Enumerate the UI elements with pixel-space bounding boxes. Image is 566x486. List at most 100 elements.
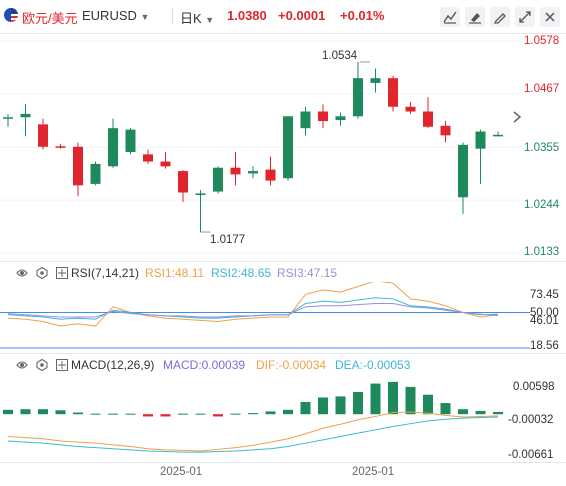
macd-bar xyxy=(458,409,468,415)
last-price: 1.0380 xyxy=(227,8,267,23)
candle-body xyxy=(370,78,381,83)
candle-body xyxy=(20,113,31,118)
dea-value: DEA:-0.00053 xyxy=(335,358,411,372)
macd-bar xyxy=(300,401,311,415)
pen-button[interactable] xyxy=(490,7,510,27)
macd-bar xyxy=(230,413,241,415)
price-change: +0.0001 xyxy=(278,8,326,23)
macd-bar xyxy=(73,412,83,415)
price-tick: 1.0578 xyxy=(524,35,560,47)
macd-bar xyxy=(388,381,398,415)
candle-body xyxy=(300,111,311,129)
macd-bar xyxy=(440,403,451,415)
macd-bar xyxy=(178,413,188,415)
candle-body xyxy=(458,144,468,198)
rsi2-value: RSI2:48.65 xyxy=(211,266,272,280)
macd-bar xyxy=(353,391,363,415)
candle-body xyxy=(405,106,416,112)
macd-bar xyxy=(283,409,293,415)
rsi-chart[interactable] xyxy=(0,282,566,352)
scroll-right-icon[interactable] xyxy=(510,110,524,124)
symbol-selector[interactable]: EURUSD ▼ xyxy=(82,8,149,23)
macd-bar xyxy=(125,413,136,415)
candle-body xyxy=(3,117,13,119)
rsi1-value: RSI1:48.11 xyxy=(145,266,205,280)
indicator-icon[interactable] xyxy=(56,359,68,371)
pair-name: 欧元/美元 xyxy=(22,11,78,26)
x-tick: 2025-01 xyxy=(160,466,203,478)
macd-bar xyxy=(248,413,258,415)
candle-body xyxy=(318,111,328,122)
eurusd-flag-icon xyxy=(4,8,18,22)
rsi-series-line xyxy=(7,302,499,318)
x-tick: 2025-01 xyxy=(352,466,395,478)
expand-icon xyxy=(519,11,531,23)
macd-bar xyxy=(213,414,223,417)
candle-body xyxy=(475,131,486,149)
chevron-down-icon: ▼ xyxy=(140,12,150,22)
candle-body xyxy=(38,124,48,147)
macd-bar xyxy=(38,409,48,415)
divider xyxy=(0,353,566,354)
candle-body xyxy=(423,111,433,127)
candle-body xyxy=(353,78,363,117)
macd-bar xyxy=(370,383,381,415)
candle-body xyxy=(388,78,398,107)
divider xyxy=(0,462,566,463)
candle-body xyxy=(265,169,276,181)
macd-chart[interactable] xyxy=(0,374,520,460)
settings-icon[interactable] xyxy=(36,359,48,371)
candle-body xyxy=(55,146,66,148)
eraser-icon xyxy=(469,13,481,24)
rsi-tick: 46.01 xyxy=(530,315,559,327)
macd-bar xyxy=(143,414,153,417)
high-annotation: 1.0534 xyxy=(322,50,358,62)
dif-line xyxy=(7,411,499,452)
macd-bar xyxy=(55,410,66,415)
rsi-title: RSI(7,14,21) xyxy=(71,266,140,280)
macd-bar xyxy=(423,394,433,415)
price-change-percent: +0.01% xyxy=(340,8,385,23)
candle-body xyxy=(90,163,101,184)
settings-icon[interactable] xyxy=(36,267,48,279)
macd-bar xyxy=(318,397,328,415)
candle-body xyxy=(195,193,206,195)
close-button[interactable] xyxy=(540,7,560,27)
draw-tool-button[interactable] xyxy=(440,7,460,27)
price-chart[interactable] xyxy=(0,33,520,261)
draw-icon xyxy=(443,11,457,24)
rsi-tick: 50.00 xyxy=(530,307,559,319)
close-icon xyxy=(545,12,555,22)
macd-value: MACD:0.00039 xyxy=(163,358,246,372)
price-tick: 1.0355 xyxy=(524,142,560,154)
candle-body xyxy=(73,146,83,186)
rsi-tick: 73.45 xyxy=(530,289,559,301)
period-selector[interactable]: 日K ▼ xyxy=(180,8,214,27)
macd-bar xyxy=(405,386,416,415)
macd-tick: -0.00032 xyxy=(508,414,554,426)
macd-bar xyxy=(108,413,118,415)
period-label: 日K xyxy=(180,11,202,26)
rsi-tick: 18.56 xyxy=(530,340,559,352)
price-tick: 1.0244 xyxy=(524,199,560,211)
price-tick: 1.0133 xyxy=(524,246,560,258)
toolbar: 欧元/美元 EURUSD ▼ 日K ▼ 1.0380 +0.0001 +0.01… xyxy=(0,0,566,34)
candle-body xyxy=(178,171,188,193)
expand-button[interactable] xyxy=(515,7,535,27)
candle-body xyxy=(125,129,136,153)
eye-icon[interactable] xyxy=(16,267,28,279)
candle-body xyxy=(248,171,258,174)
candle-body xyxy=(230,167,241,175)
candle-body xyxy=(143,154,153,162)
indicator-icon[interactable] xyxy=(56,267,68,279)
candle-body xyxy=(493,134,503,137)
eye-icon[interactable] xyxy=(16,359,28,371)
macd-tick: -0.00661 xyxy=(508,449,554,461)
macd-title: MACD(12,26,9) xyxy=(71,358,155,372)
macd-tick: 0.00598 xyxy=(513,381,555,393)
candle-body xyxy=(283,116,293,179)
eraser-button[interactable] xyxy=(465,7,485,27)
macd-bar xyxy=(90,413,101,415)
candle-body xyxy=(335,116,346,121)
rsi3-value: RSI3:47.15 xyxy=(277,266,338,280)
